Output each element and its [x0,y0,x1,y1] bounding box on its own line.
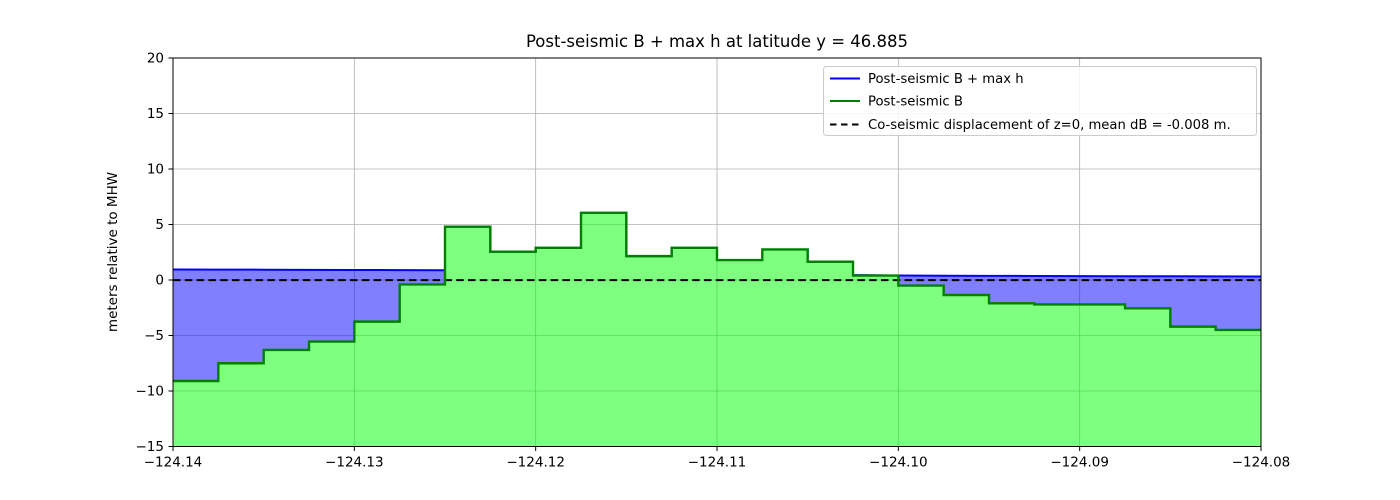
legend-label-dashed: Co-seismic displacement of z=0, mean dB … [868,118,1231,133]
x-tick-label: −124.13 [325,455,384,471]
chart-title: Post-seismic B + max h at latitude y = 4… [526,32,908,51]
post-seismic-b-line [173,211,1261,383]
y-tick-label: 20 [147,51,164,67]
y-axis-label: meters relative to MHW [105,172,121,332]
x-tick-label: −124.11 [688,455,747,471]
legend-label-blue: Post-seismic B + max h [868,72,1024,87]
legend: Post-seismic B + max h Post-seismic B Co… [823,66,1257,136]
y-tick-label: −10 [136,384,165,400]
x-tick-label: −124.14 [144,455,203,471]
legend-box [823,66,1257,136]
legend-label-green: Post-seismic B [868,95,963,110]
y-tick-label: −15 [136,439,165,455]
data-lines [172,211,1262,383]
water-column-fill [173,212,1261,382]
y-tick-label: 10 [147,162,164,178]
axes: −124.14 −124.13 −124.12 −124.11 −124.10 −124.… [136,51,1291,471]
y-tick-label: 15 [147,106,164,122]
x-tick-label: −124.10 [869,455,928,471]
y-tick-label: 5 [155,217,164,233]
x-tick-label: −124.09 [1050,455,1109,471]
y-tick-label: 0 [155,273,164,289]
y-tick-label: −5 [144,328,164,344]
x-tick-label: −124.12 [506,455,565,471]
x-tick-label: −124.08 [1232,455,1291,471]
